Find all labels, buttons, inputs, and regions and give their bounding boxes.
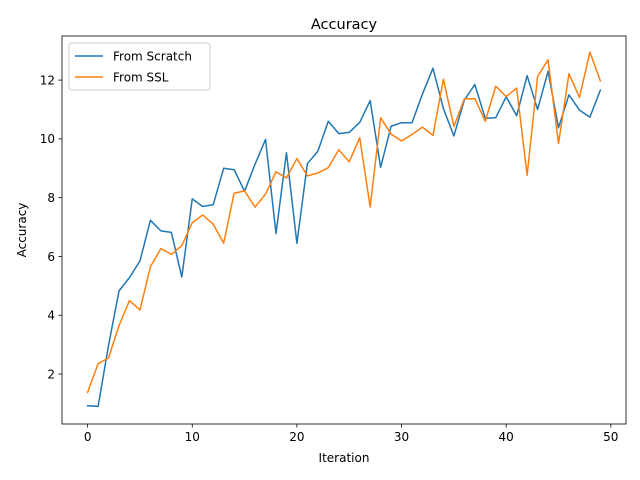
legend: From Scratch From SSL xyxy=(68,42,211,91)
y-axis-label: Accuracy xyxy=(15,203,29,258)
series-line-1 xyxy=(86,51,602,394)
x-tick-label: 50 xyxy=(603,430,618,444)
y-tick-label: 6 xyxy=(47,250,55,264)
y-tick-label: 10 xyxy=(40,132,55,146)
chart-title: Accuracy xyxy=(311,17,378,33)
y-tick-label: 12 xyxy=(40,73,55,87)
series-line-0 xyxy=(86,67,602,408)
legend-label-1: From SSL xyxy=(113,70,169,84)
y-tick-label: 8 xyxy=(47,191,55,205)
x-tick-label: 40 xyxy=(499,430,514,444)
plot-layer xyxy=(86,51,602,408)
legend-label-0: From Scratch xyxy=(113,49,192,63)
x-tick-label: 10 xyxy=(185,430,200,444)
x-tick-label: 30 xyxy=(394,430,409,444)
y-axis-ticks: 2 4 6 8 10 12 xyxy=(40,73,62,381)
x-tick-label: 20 xyxy=(289,430,304,444)
y-tick-label: 4 xyxy=(47,309,55,323)
x-axis-ticks: 0 10 20 30 40 50 xyxy=(84,424,618,444)
y-tick-label: 2 xyxy=(47,367,55,381)
legend-box xyxy=(68,42,211,91)
x-axis-label: Iteration xyxy=(319,451,370,465)
plot-frame xyxy=(61,35,627,425)
x-tick-label: 0 xyxy=(84,430,92,444)
